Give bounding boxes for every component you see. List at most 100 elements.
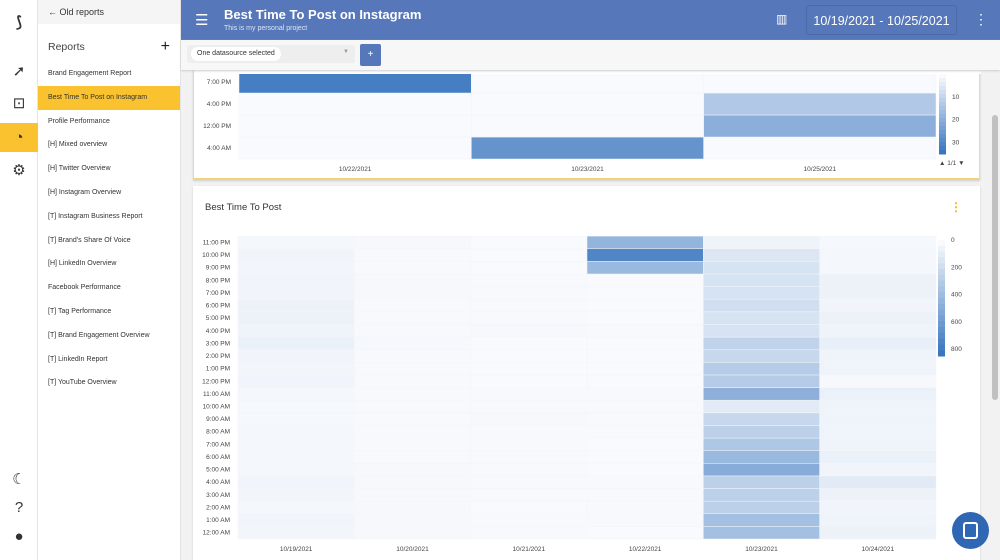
menu-icon[interactable]: ☰ xyxy=(195,12,209,29)
sidebar-item[interactable]: [T] Brand Engagement Overview xyxy=(48,331,150,339)
heatmap-cell xyxy=(586,311,704,325)
colorbar-segment xyxy=(939,90,946,95)
sidebar-item[interactable]: [H] Mixed overview xyxy=(48,141,108,149)
sidebar-item[interactable]: [T] Tag Performance xyxy=(48,307,112,315)
sidebar-item[interactable]: [T] Brand's Share Of Voice xyxy=(48,236,131,244)
heatmap-cell xyxy=(586,261,704,275)
heatmap-cell xyxy=(354,273,471,287)
y-tick-label: 4:00 PM xyxy=(206,328,230,335)
colorbar-segment xyxy=(939,146,946,151)
heatmap-cell xyxy=(703,387,820,401)
heatmap-cell xyxy=(586,387,704,401)
icon-rail: ⟆ ➚ ⊡ ◔ ⚙ ☾ ? ● xyxy=(0,0,38,560)
add-report-icon[interactable]: + xyxy=(160,38,170,55)
heatmap-cell xyxy=(470,475,588,489)
add-chart-icon[interactable]: ▥ xyxy=(776,12,788,26)
datasource-value: One datasource selected xyxy=(191,47,281,61)
sidebar-item[interactable]: Best Time To Post on Instagram xyxy=(38,85,180,110)
gear-icon[interactable]: ⚙ xyxy=(12,162,26,179)
chart-menu-icon[interactable]: ⋮ xyxy=(950,200,962,214)
y-tick-label: 1:00 PM xyxy=(206,366,230,373)
colorbar-segment xyxy=(939,118,946,123)
sidebar-item[interactable]: Facebook Performance xyxy=(48,284,121,292)
heatmap-cell xyxy=(237,298,355,313)
dark-mode-moon-icon[interactable]: ☾ xyxy=(12,471,26,488)
heatmap-cell xyxy=(586,235,704,249)
legend-pagination: ▲ 1/1 ▼ xyxy=(939,160,965,167)
colorbar-segment xyxy=(939,138,946,143)
colorbar-segment xyxy=(939,126,946,131)
heatmap-cell xyxy=(586,374,704,388)
heatmap-cell xyxy=(703,475,820,489)
heatmap-cell xyxy=(470,349,588,363)
scrollbar-thumb[interactable] xyxy=(992,115,998,400)
datasource-select[interactable]: One datasource selected ▼ xyxy=(187,45,355,63)
colorbar-segment xyxy=(938,344,945,351)
heatmap-cell xyxy=(586,286,704,300)
heatmap-cell xyxy=(586,298,704,313)
heatmap-cell xyxy=(703,513,820,527)
old-reports-link[interactable]: ← Old reports xyxy=(38,0,180,24)
heatmap-cell xyxy=(237,425,355,439)
heatmap-cell xyxy=(237,261,355,275)
colorbar-segment xyxy=(938,303,945,311)
colorbar-segment xyxy=(939,130,946,135)
colorbar-segment xyxy=(938,257,945,264)
reports-pie-icon[interactable]: ◔ xyxy=(0,123,38,152)
y-tick-label: 6:00 PM xyxy=(206,303,230,310)
colorbar-segment xyxy=(939,78,946,83)
colorbar-segment xyxy=(939,82,946,87)
heatmap-2: 12:00 AM 1:00 AM 2:00 AM 3:00 AM 4:00 AM 5:00… xyxy=(202,235,962,553)
sidebar-item[interactable]: [T] LinkedIn Report xyxy=(48,355,108,363)
heatmap-cell xyxy=(238,92,472,116)
rocket-icon[interactable]: ➚ xyxy=(12,63,26,80)
heatmap-cell xyxy=(237,311,355,325)
heatmap-cell xyxy=(237,399,355,414)
page-title: Best Time To Post on Instagram xyxy=(224,7,422,22)
colorbar-tick-label: 600 xyxy=(951,319,962,326)
inbox-icon[interactable]: ⊡ xyxy=(12,95,26,112)
chat-button[interactable] xyxy=(952,512,989,549)
heatmap-cell xyxy=(470,412,588,426)
heatmap-cell xyxy=(586,437,704,451)
heatmap-cell xyxy=(237,513,355,527)
x-tick-label: 10/23/2021 xyxy=(571,166,604,173)
logo-icon: ⟆ xyxy=(16,14,22,31)
heatmap-cell xyxy=(703,235,820,249)
sidebar-item[interactable]: [H] Instagram Overview xyxy=(48,188,122,196)
heatmap-cell xyxy=(354,450,471,464)
sidebar-item[interactable]: [H] Twitter Overview xyxy=(48,165,111,173)
heatmap-cell xyxy=(703,114,937,138)
heatmap-cell xyxy=(237,412,355,426)
heatmap-cell xyxy=(703,463,820,477)
date-range-picker[interactable]: 10/19/2021 - 10/25/2021 xyxy=(806,5,957,35)
avatar[interactable]: ● xyxy=(14,527,24,545)
sidebar-item[interactable]: [H] LinkedIn Overview xyxy=(48,260,117,268)
sidebar-item[interactable]: [T] YouTube Overview xyxy=(48,379,117,387)
heatmap-1: 4:00 AM 12:00 PM 4:00 PM 7:00 PM 10/22/2021 1… xyxy=(194,61,981,173)
sidebar-item[interactable]: Brand Engagement Report xyxy=(48,70,132,77)
heatmap-cell xyxy=(354,374,471,388)
heatmap-cell xyxy=(703,261,820,275)
heatmap-cell xyxy=(470,261,588,275)
sidebar-item[interactable]: Profile Performance xyxy=(48,117,110,125)
y-tick-label: 2:00 AM xyxy=(206,504,230,511)
heatmap-cell xyxy=(470,298,588,313)
scrollbar[interactable] xyxy=(990,70,1000,560)
add-datasource-button[interactable]: + xyxy=(360,44,381,66)
heatmap-cell xyxy=(470,374,588,388)
heatmap-cell xyxy=(471,70,704,94)
help-icon[interactable]: ? xyxy=(14,498,24,516)
heatmap-cell xyxy=(819,513,937,527)
heatmap-cell xyxy=(237,324,355,338)
heatmap-cell xyxy=(586,399,704,414)
heatmap-cell xyxy=(470,235,588,249)
y-tick-label: 12:00 PM xyxy=(202,378,230,385)
heatmap-cell xyxy=(586,349,704,363)
colorbar-segment xyxy=(938,292,945,299)
y-tick-label: 9:00 AM xyxy=(206,416,230,423)
sidebar-item[interactable]: [T] Instagram Business Report xyxy=(48,212,143,220)
heatmap-cell xyxy=(238,70,472,94)
colorbar-segment xyxy=(938,251,945,258)
more-vert-icon[interactable]: ⋮ xyxy=(974,11,988,27)
